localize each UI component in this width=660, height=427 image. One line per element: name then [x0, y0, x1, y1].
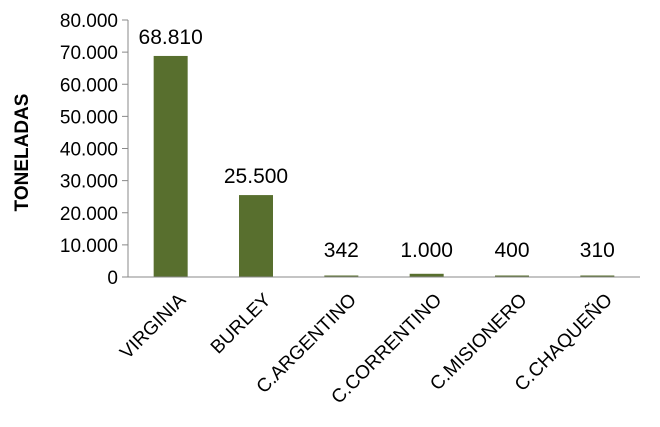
y-tick-label: 30.000 [60, 172, 118, 193]
bar [409, 273, 444, 277]
data-label: 342 [324, 239, 359, 262]
bar [153, 55, 188, 277]
data-labels: 68.810 25.500 342 1.000 400 310 [139, 26, 615, 262]
category-label: VIRGINIA [116, 289, 190, 363]
y-tick-label: 80.000 [60, 11, 118, 32]
y-tick-label: 10.000 [60, 236, 118, 257]
y-axis-ticks: 0 10.000 20.000 30.000 40.000 50.000 60.000 70.… [60, 11, 128, 289]
y-tick-label: 70.000 [60, 43, 118, 64]
y-tick-label: 40.000 [60, 140, 118, 161]
category-labels: VIRGINIA BURLEYC.ARGENTINOC.CORRENTINOC.M… [116, 289, 616, 408]
category-label: BURLEY [207, 289, 276, 358]
bars [153, 55, 615, 277]
y-tick-label: 50.000 [60, 107, 118, 128]
data-label: 310 [580, 239, 615, 262]
bar [239, 195, 273, 277]
y-tick-label: 0 [107, 268, 118, 289]
data-label: 1.000 [400, 239, 453, 262]
bar [580, 275, 615, 277]
y-tick-label: 20.000 [60, 204, 118, 225]
data-label: 68.810 [139, 26, 203, 49]
data-label: 25.500 [224, 165, 288, 188]
y-axis-label: TONELADAS [12, 94, 33, 212]
data-label: 400 [494, 239, 529, 262]
bar [495, 275, 529, 277]
y-tick-label: 60.000 [60, 75, 118, 96]
bar [324, 275, 359, 277]
